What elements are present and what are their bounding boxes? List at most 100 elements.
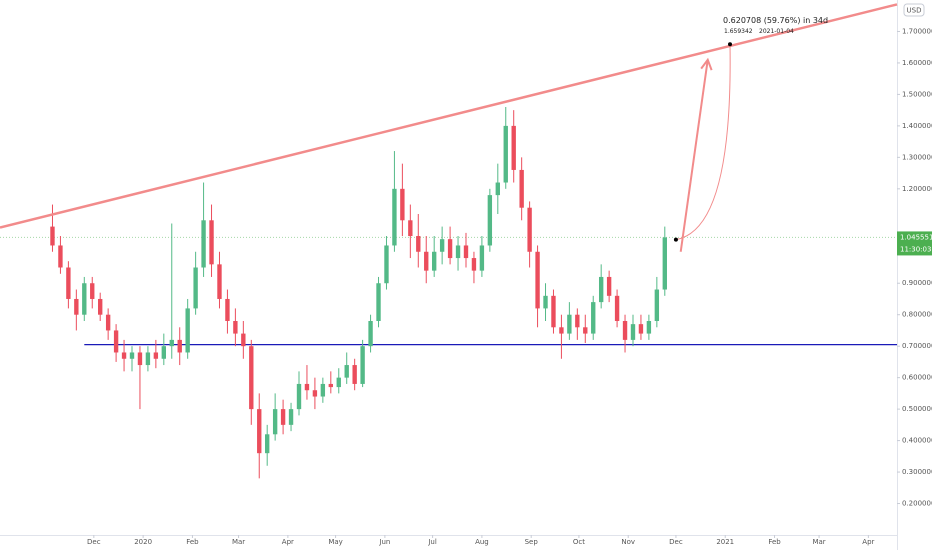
candle-body [535, 251, 540, 309]
currency-box[interactable] [903, 3, 925, 17]
x-tick-label: Mar [812, 538, 825, 546]
candle-body [217, 264, 222, 299]
candle-body [320, 383, 326, 397]
candle-body [463, 245, 469, 259]
candle-body [201, 220, 206, 268]
candle-body [551, 295, 556, 328]
candle-body [384, 245, 389, 284]
candle-body [241, 333, 246, 347]
candle-body [74, 298, 79, 315]
candle-body [471, 258, 477, 271]
x-tick-label: Apr [862, 538, 874, 546]
candle-body [598, 276, 604, 303]
candle-body [249, 346, 254, 410]
candle-body [66, 267, 71, 299]
candle-body [129, 352, 135, 359]
candle-body [431, 251, 437, 271]
x-tick-label: Aug [475, 538, 489, 546]
candle-body [193, 267, 198, 309]
candle-body [455, 245, 461, 259]
candle-body [527, 207, 532, 252]
candle-body [288, 409, 294, 425]
candle-body [614, 295, 620, 321]
candle-body [575, 314, 580, 328]
candle-body [169, 339, 174, 347]
candle-body [296, 383, 302, 410]
candle-body [439, 239, 445, 252]
candle-body [503, 125, 508, 183]
candle-body [630, 324, 636, 340]
x-tick-label: 2021 [716, 538, 734, 546]
countdown-label: 11:30:03 [900, 245, 931, 253]
candle-body [161, 346, 167, 359]
arrow-head [700, 57, 713, 71]
x-tick-label: Apr [282, 538, 294, 546]
candle-body [519, 169, 524, 208]
x-tick-label: Jul [427, 538, 437, 546]
candle-body [376, 283, 381, 321]
candle-body [304, 383, 310, 391]
candle-body [622, 321, 628, 340]
x-tick-label: Sep [525, 538, 539, 546]
x-tick-label: Feb [768, 538, 781, 546]
projection-target-date: 2021-01-04 [759, 28, 794, 35]
candle-body [137, 352, 143, 366]
candle-body [638, 324, 644, 334]
candle-body [424, 251, 429, 271]
candle-body [113, 330, 119, 353]
x-tick-label: Feb [186, 538, 199, 546]
candle-body [177, 339, 182, 353]
candle-body [654, 289, 660, 321]
candle-body [328, 383, 333, 388]
x-tick-label: Nov [621, 538, 635, 546]
candle-body [344, 365, 349, 378]
candle-body [121, 352, 127, 359]
y-tick-label: 0.900000 [902, 279, 932, 287]
candle-body [153, 352, 159, 359]
projection-end-point [728, 42, 733, 47]
candle-body [495, 182, 500, 196]
x-tick-label: May [328, 538, 342, 546]
candle-body [368, 321, 373, 347]
x-tick-label: 2020 [134, 538, 152, 546]
candle-body [105, 314, 111, 331]
candle-body [58, 245, 63, 268]
candle-body [265, 434, 270, 454]
candle-body [408, 220, 413, 237]
candle-body [416, 236, 421, 252]
candle-body [447, 239, 453, 259]
candle-body [225, 298, 230, 321]
x-tick-label: Dec [87, 538, 101, 546]
projection-change-label: 0.620708 (59.76%) in 34d [723, 16, 828, 25]
candle-body [646, 321, 652, 334]
candle-body [591, 302, 596, 334]
candle-body [209, 220, 214, 265]
candle-body [280, 409, 286, 425]
candle-body [336, 377, 341, 388]
x-tick-label: Jun [378, 538, 390, 546]
currency-label[interactable]: USD [907, 7, 922, 15]
candle-body [479, 245, 485, 271]
candle-body [233, 321, 238, 334]
candle-body [392, 188, 397, 246]
candle-body [360, 346, 365, 384]
candle-body [583, 327, 588, 334]
candle-body [662, 237, 667, 290]
x-tick-label: Mar [232, 538, 245, 546]
candle-body [606, 276, 612, 296]
candle-body [257, 409, 262, 454]
